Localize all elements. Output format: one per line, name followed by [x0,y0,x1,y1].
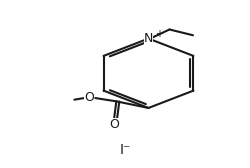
Text: O: O [109,118,119,132]
Text: I⁻: I⁻ [119,143,131,157]
Text: O: O [84,91,94,104]
Text: N: N [144,32,153,45]
Text: +: + [155,29,163,39]
